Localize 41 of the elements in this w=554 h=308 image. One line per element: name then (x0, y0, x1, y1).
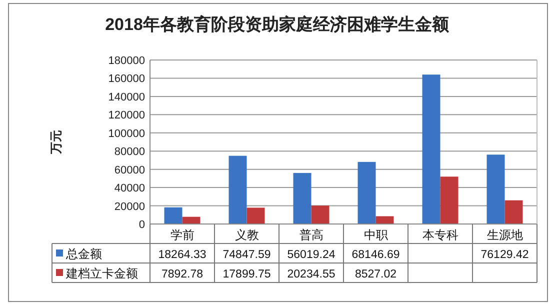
bar (246, 208, 265, 224)
data-label: 8527.02 (354, 268, 397, 280)
x-tick-label: 本专科 (422, 228, 458, 242)
bar (228, 156, 247, 224)
y-tick-label: 60000 (114, 164, 145, 176)
data-label: 7892.78 (161, 268, 204, 280)
bar (164, 207, 182, 224)
y-tick-label: 20000 (114, 200, 145, 213)
data-label: 18264.33 (158, 249, 206, 261)
x-tick-label: 中职 (364, 228, 388, 242)
data-label: 76129.42 (480, 249, 529, 261)
x-tick-label: 普高 (299, 228, 324, 242)
bar (486, 154, 505, 224)
x-tick-label: 生源地 (486, 228, 523, 242)
data-label: 56019.24 (287, 249, 336, 261)
y-tick-label: 160000 (108, 73, 145, 86)
bar (293, 172, 312, 224)
legend-label: 建档立卡金额 (65, 266, 138, 280)
bar (440, 176, 458, 224)
bar (376, 216, 394, 224)
data-label: 68146.69 (352, 249, 400, 261)
bar (504, 200, 523, 224)
legend-label: 总金额 (65, 247, 102, 261)
data-label: 74847.59 (222, 249, 271, 261)
x-tick-label: 义教 (234, 228, 259, 242)
chart-title: 2018年各教育阶段资助家庭经济困难学生金额 (105, 14, 450, 34)
y-tick-label: 0 (138, 219, 145, 231)
x-tick-label: 学前 (170, 228, 194, 242)
bar (311, 206, 330, 224)
y-tick-label: 100000 (108, 128, 145, 140)
y-tick-label: 140000 (108, 91, 145, 104)
bar (182, 216, 200, 224)
y-tick-label: 180000 (108, 55, 145, 67)
bar (358, 162, 376, 224)
data-label: 17899.75 (222, 268, 271, 280)
y-tick-label: 120000 (108, 110, 145, 122)
y-tick-label: 40000 (114, 182, 145, 195)
data-label: 20234.55 (287, 268, 336, 280)
y-axis-title: 万元 (49, 130, 63, 155)
y-tick-label: 80000 (114, 146, 145, 158)
bar (422, 74, 440, 224)
